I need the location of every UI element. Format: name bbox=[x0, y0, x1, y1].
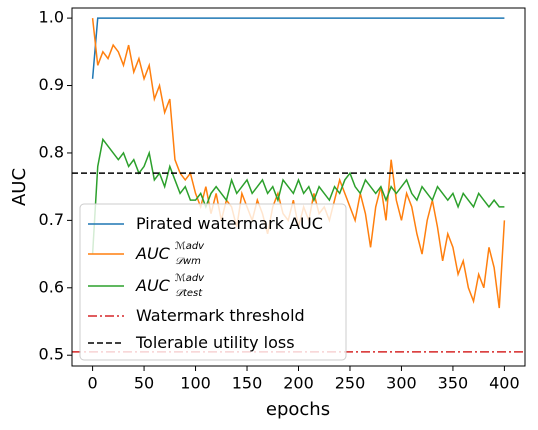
legend-sup: ℳadv bbox=[175, 241, 205, 252]
y-tick-label: 0.8 bbox=[39, 142, 64, 161]
legend-sub: 𝒟wm bbox=[175, 256, 201, 267]
x-tick-label: 200 bbox=[283, 374, 314, 393]
legend-label: AUC bbox=[135, 276, 171, 295]
legend-box bbox=[79, 203, 347, 361]
x-tick-label: 50 bbox=[134, 374, 154, 393]
legend-name: Watermark threshold bbox=[136, 306, 305, 325]
legend-label: AUC bbox=[135, 244, 171, 263]
y-tick-label: 0.5 bbox=[39, 345, 64, 364]
legend-name: AUC bbox=[135, 244, 171, 263]
x-tick-label: 150 bbox=[232, 374, 263, 393]
y-tick-label: 0.9 bbox=[39, 75, 64, 94]
y-tick-label: 0.6 bbox=[39, 277, 64, 296]
legend-name: Pirated watermark AUC bbox=[136, 214, 323, 233]
legend-label: Tolerable utility loss bbox=[135, 333, 295, 352]
series-line bbox=[91, 137, 505, 255]
x-axis-label: epochs bbox=[266, 399, 330, 420]
x-tick-label: 250 bbox=[335, 374, 366, 393]
legend-name: AUC bbox=[135, 276, 171, 295]
x-tick-label: 100 bbox=[180, 374, 211, 393]
legend-name: Tolerable utility loss bbox=[135, 333, 295, 352]
legend-label: Watermark threshold bbox=[136, 306, 305, 325]
x-tick-label: 300 bbox=[386, 374, 417, 393]
y-tick-label: 0.7 bbox=[39, 210, 64, 229]
legend-sub: 𝒟test bbox=[175, 288, 203, 299]
x-tick-label: 400 bbox=[489, 374, 520, 393]
y-tick-label: 1.0 bbox=[39, 8, 64, 27]
x-tick-label: 350 bbox=[438, 374, 469, 393]
plot-frame bbox=[71, 7, 526, 367]
legend-sup: ℳadv bbox=[175, 273, 205, 284]
series-line bbox=[91, 17, 505, 79]
legend-label: Pirated watermark AUC bbox=[136, 214, 323, 233]
x-tick-label: 0 bbox=[87, 374, 97, 393]
y-axis-label: AUC bbox=[9, 168, 30, 206]
